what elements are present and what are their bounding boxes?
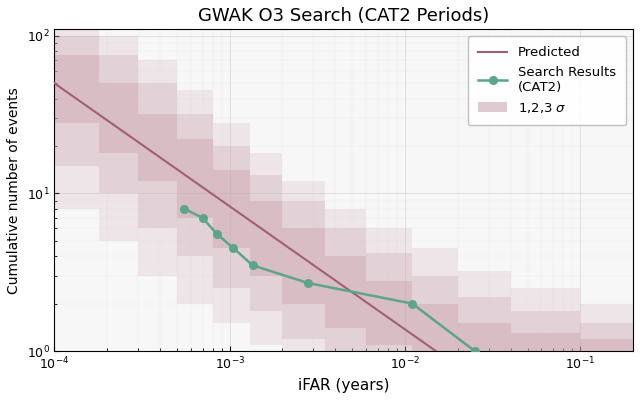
Legend: Predicted, Search Results
(CAT2), 1,2,3 $\sigma$: Predicted, Search Results (CAT2), 1,2,3 … — [468, 36, 627, 125]
Y-axis label: Cumulative number of events: Cumulative number of events — [7, 87, 21, 294]
Title: GWAK O3 Search (CAT2 Periods): GWAK O3 Search (CAT2 Periods) — [198, 7, 490, 25]
X-axis label: iFAR (years): iFAR (years) — [298, 378, 390, 393]
